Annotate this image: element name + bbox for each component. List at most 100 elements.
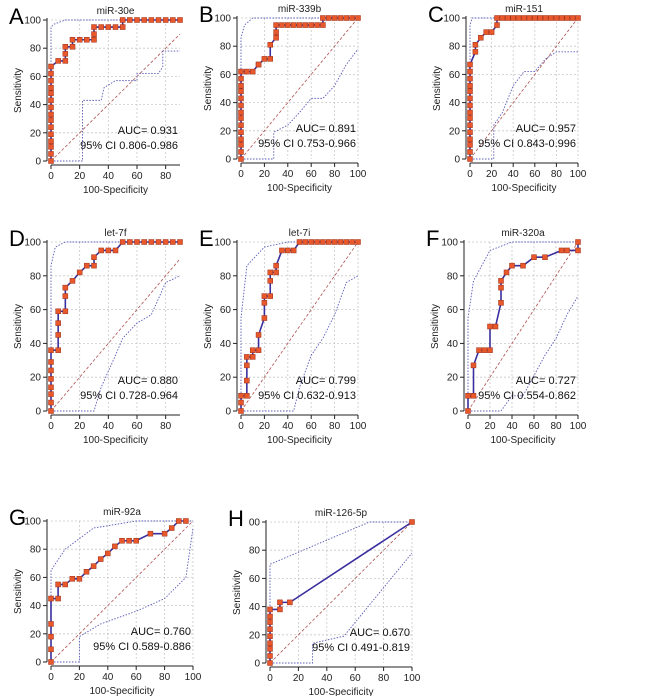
y-tick-label: 60 [30,573,42,584]
y-tick-label: 20 [30,629,42,640]
roc-point [105,247,112,254]
roc-point [569,15,576,21]
roc-point [465,393,471,399]
roc-point [84,262,90,269]
y-tick-label: 0 [35,157,41,168]
y-tick-label: 100 [24,16,41,27]
roc-point [48,70,54,77]
roc-point [575,15,581,21]
x-tick-label: 0 [48,171,54,182]
y-tick-label: 60 [249,574,261,585]
roc-point [238,115,244,121]
roc-point [467,115,473,121]
panel-letter: D [9,226,25,251]
x-tick-label: 0 [467,169,473,180]
roc-point [487,323,493,330]
roc-point [238,399,244,406]
roc-point [48,111,54,118]
roc-point [48,646,54,653]
roc-point [478,34,484,41]
roc-point [308,22,314,28]
roc-point [249,354,256,360]
x-tick-label: 20 [259,169,271,180]
roc-point [481,347,488,353]
roc-point [331,239,338,245]
roc-point [509,262,515,269]
y-tick-label: 100 [214,238,231,249]
roc-point [48,63,54,70]
diagonal-reference-line [50,258,181,412]
roc-point [559,15,565,21]
x-tick-label: 0 [48,672,54,683]
roc-point [261,300,268,306]
ci-band-lower [270,552,413,664]
roc-point [498,284,504,291]
panel-h: 0 20 40 60 80 100 0 20 40 60 80 00 H miR-126-5p AUC= 0… [228,506,421,696]
roc-point [244,377,250,384]
roc-point [467,136,473,143]
y-tick-label: 40 [30,339,42,350]
roc-point [76,269,83,276]
y-tick-label: 80 [220,271,232,282]
roc-point [48,384,54,391]
roc-point [273,22,279,28]
x-tick-label: 60 [306,421,318,432]
y-tick-label: 60 [30,305,42,316]
roc-point [320,22,326,28]
x-tick-label: 80 [329,421,341,432]
roc-point [285,22,291,28]
roc-point [83,569,90,575]
roc-point [279,22,285,28]
roc-point [285,247,291,254]
roc-point [98,247,104,254]
roc-point [244,362,250,369]
roc-point [302,239,309,245]
roc-point [537,15,543,21]
x-axis-label: 100-Specificity [491,183,556,194]
roc-point [238,136,244,143]
y-axis-label: Sensitivity [13,68,24,113]
roc-point [526,15,533,21]
roc-point [349,239,355,245]
roc-point [48,367,54,374]
roc-point [267,42,273,48]
roc-point [267,633,273,639]
roc-point [69,44,76,50]
roc-point [105,550,111,557]
chart-title: miR-320a [501,228,545,239]
y-tick-label: 00 [249,518,261,529]
ci-band-lower [51,275,181,412]
y-tick-label: 80 [447,271,459,282]
roc-point [465,408,471,414]
roc-point [62,284,69,291]
y-tick-label: 60 [447,305,459,316]
roc-point [326,239,332,245]
panel-letter: C [428,2,444,27]
roc-point [531,254,537,260]
roc-point [499,15,506,21]
ci-band-lower [468,295,579,412]
roc-point [119,17,126,23]
roc-point [277,606,283,613]
roc-point [267,626,273,632]
ci-label: 95% CI 0.589-0.886 [93,641,191,653]
ci-label: 95% CI 0.753-0.966 [258,138,356,150]
x-tick-label: 40 [282,169,294,180]
x-tick-label: 80 [160,171,172,182]
x-axis-label: 100-Specificity [89,686,154,696]
roc-point [76,36,83,43]
roc-point [127,17,133,23]
roc-point [126,537,132,544]
roc-point [91,24,97,30]
roc-point [273,34,279,41]
roc-point [238,156,244,162]
x-tick-label: 60 [131,421,143,432]
roc-point [261,293,268,299]
panel-letter: E [199,226,214,251]
x-tick-label: 20 [486,169,498,180]
y-tick-label: 40 [249,602,261,613]
roc-point [55,581,61,588]
roc-point [472,42,479,48]
